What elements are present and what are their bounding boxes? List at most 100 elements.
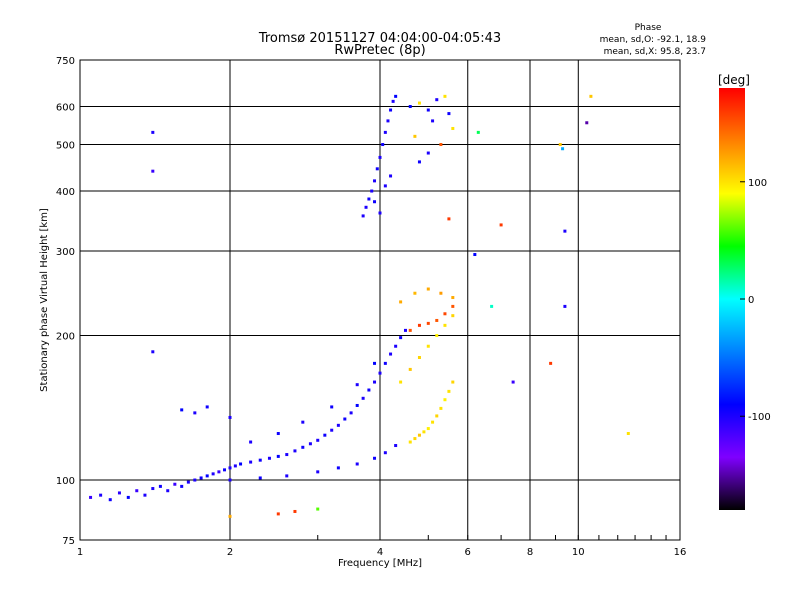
- data-point: [431, 420, 435, 424]
- colorbar-ticks: 100 0 -100: [740, 178, 771, 423]
- chart-subtitle: RwPretec (8p): [334, 43, 425, 58]
- data-point: [403, 328, 407, 332]
- data-point: [373, 200, 377, 204]
- data-point: [285, 474, 289, 478]
- data-point: [217, 470, 221, 474]
- data-point: [293, 509, 297, 513]
- data-point: [199, 476, 203, 480]
- data-point: [151, 130, 155, 134]
- data-point: [330, 405, 334, 409]
- data-point: [211, 472, 215, 476]
- data-point: [193, 478, 197, 482]
- data-point: [193, 411, 197, 415]
- y-tick-label: 200: [56, 332, 75, 343]
- data-point: [426, 427, 430, 431]
- data-point: [417, 101, 421, 105]
- data-point: [408, 328, 412, 332]
- data-point: [355, 403, 359, 407]
- data-point: [370, 189, 374, 193]
- data-point: [249, 460, 253, 464]
- x-tick-label: 4: [377, 547, 383, 558]
- data-point: [394, 444, 398, 448]
- data-point: [267, 456, 271, 460]
- data-point: [228, 514, 232, 518]
- points-layer: [89, 94, 630, 518]
- data-point: [364, 205, 368, 209]
- data-point: [258, 476, 262, 480]
- data-point: [276, 432, 280, 436]
- data-point: [431, 119, 435, 123]
- data-point: [447, 217, 451, 221]
- data-point: [361, 214, 365, 218]
- data-point: [408, 105, 412, 109]
- data-point: [391, 99, 395, 103]
- data-point: [276, 512, 280, 516]
- data-point: [443, 398, 447, 402]
- data-point: [383, 130, 387, 134]
- data-point: [426, 344, 430, 348]
- data-point: [258, 458, 262, 462]
- y-tick-label: 500: [56, 141, 75, 152]
- data-point: [439, 143, 443, 147]
- data-point: [394, 94, 398, 98]
- data-point: [626, 432, 630, 436]
- stats-line-o: mean, sd,O: -92.1, 18.9: [600, 35, 707, 45]
- data-point: [336, 466, 340, 470]
- data-point: [394, 344, 398, 348]
- stats-heading: Phase: [635, 23, 662, 33]
- data-point: [373, 380, 377, 384]
- data-point: [561, 147, 565, 151]
- data-point: [228, 478, 232, 482]
- data-point: [435, 318, 439, 322]
- x-tick-label: 16: [674, 547, 687, 558]
- data-point: [301, 445, 305, 449]
- y-tick-label: 100: [56, 476, 75, 487]
- data-point: [473, 253, 477, 257]
- data-point: [447, 389, 451, 393]
- data-point: [378, 211, 382, 215]
- data-point: [417, 323, 421, 327]
- data-point: [180, 484, 184, 488]
- data-point: [549, 361, 553, 365]
- data-point: [413, 134, 417, 138]
- data-point: [173, 482, 177, 486]
- axes-layer: 1 2 4 6 8 10 16 75 100 200 300 400 500 600 750: [56, 56, 686, 558]
- data-point: [451, 296, 455, 300]
- data-point: [323, 433, 327, 437]
- data-point: [205, 405, 209, 409]
- x-tick-label: 6: [465, 547, 471, 558]
- data-point: [399, 380, 403, 384]
- plot-frame: [79, 59, 681, 541]
- data-point: [451, 314, 455, 318]
- colorbar-tick-label: 0: [748, 295, 754, 306]
- data-point: [276, 454, 280, 458]
- x-tick-label: 2: [227, 547, 233, 558]
- data-point: [285, 453, 289, 457]
- data-point: [336, 423, 340, 427]
- data-point: [126, 495, 130, 499]
- x-tick-label: 1: [77, 547, 83, 558]
- data-point: [589, 94, 593, 98]
- data-point: [439, 291, 443, 295]
- colorbar-tick-label: 100: [748, 178, 767, 189]
- data-point: [223, 468, 227, 472]
- data-point: [381, 143, 385, 147]
- data-point: [383, 451, 387, 455]
- colorbar-tick-label: -100: [748, 412, 771, 423]
- data-point: [373, 456, 377, 460]
- colorbar-label: [deg]: [718, 73, 750, 87]
- data-point: [451, 126, 455, 130]
- data-point: [435, 414, 439, 418]
- y-axis-label: Stationary phase Virtual Height [km]: [39, 208, 50, 392]
- data-point: [373, 179, 377, 183]
- y-tick-label: 400: [56, 187, 75, 198]
- data-point: [476, 130, 480, 134]
- data-point: [135, 489, 139, 493]
- data-point: [389, 174, 393, 178]
- data-point: [386, 119, 390, 123]
- data-point: [117, 491, 121, 495]
- data-point: [408, 367, 412, 371]
- data-point: [375, 167, 379, 171]
- x-axis-label: Frequency [MHz]: [338, 558, 422, 569]
